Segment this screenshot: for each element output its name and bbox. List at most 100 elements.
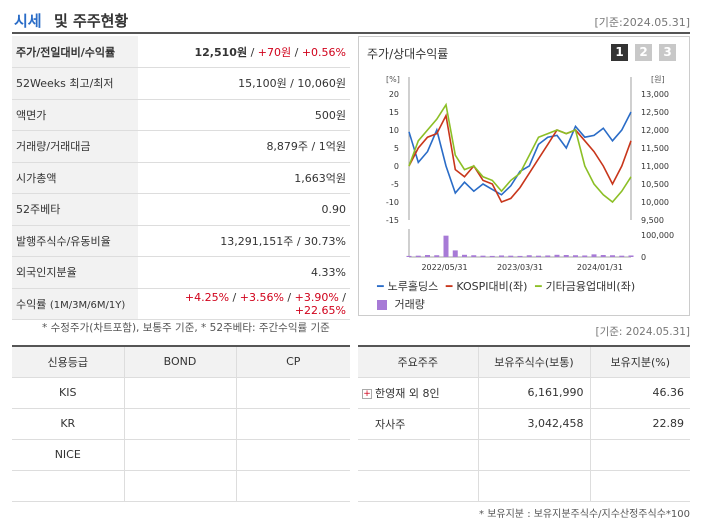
- right-tick-label: 11,500: [641, 144, 669, 153]
- price-change: +70원: [257, 45, 292, 59]
- volume-bar: [499, 255, 504, 257]
- bond-cell: [124, 470, 237, 502]
- series-line-2: [408, 113, 632, 204]
- info-row: 52주베타 0.90: [12, 193, 350, 226]
- reference-date: [기준:2024.05.31]: [594, 16, 690, 29]
- info-value: 12,510원 / +70원 / +0.56%: [138, 36, 350, 68]
- agency-cell: NICE: [12, 439, 125, 471]
- right-tick-label: 12,500: [641, 108, 669, 117]
- price-rate: +0.56%: [301, 45, 346, 59]
- volume-bar: [415, 255, 421, 257]
- info-row: 액면가 500원: [12, 99, 350, 131]
- reference-date-2: [기준: 2024.05.31]: [595, 326, 690, 338]
- column-header: 주요주주: [358, 346, 479, 378]
- table-row: KIS: [12, 377, 350, 409]
- legend-label: 거래량: [394, 298, 425, 311]
- holder-pct: 46.36: [590, 377, 690, 409]
- left-tick-label: -10: [386, 198, 399, 207]
- volume-tick-label: 100,000: [641, 231, 674, 240]
- info-label: 액면가: [12, 99, 138, 131]
- info-label: 52주베타: [12, 193, 138, 226]
- volume-bar: [628, 255, 634, 257]
- price-info-table: 주가/전일대비/수익률 12,510원 / +70원 / +0.56% 52We…: [12, 36, 350, 320]
- info-value: 0.90: [138, 193, 350, 226]
- info-footnote: * 수정주가(차트포함), 보통주 기준, * 52주베타: 주간수익률 기준: [42, 322, 330, 334]
- holder-shares: [478, 470, 591, 502]
- column-header: 보유지분(%): [590, 346, 690, 378]
- info-row: 주가/전일대비/수익률 12,510원 / +70원 / +0.56%: [12, 36, 350, 68]
- holder-name: [358, 439, 479, 471]
- info-row: 시가총액 1,663억원: [12, 162, 350, 194]
- expand-plus-icon[interactable]: +: [362, 388, 372, 399]
- agency-cell: [12, 470, 125, 502]
- bond-cell: [124, 377, 237, 409]
- table-row: [358, 470, 690, 502]
- holder-name: 자사주: [358, 408, 479, 440]
- table-row: NICE: [12, 439, 350, 471]
- column-header: 보유주식수(보통): [478, 346, 591, 378]
- volume-bar: [591, 254, 597, 257]
- returns-label: 수익률: [16, 297, 47, 311]
- left-tick-label: 10: [389, 126, 399, 135]
- info-row: 발행주식수/유동비율 13,291,151주 / 30.73%: [12, 225, 350, 257]
- volume-bar: [554, 254, 560, 257]
- agency-cell: KIS: [12, 377, 125, 409]
- volume-bar: [563, 255, 569, 257]
- x-tick-label: 2024/01/31: [577, 263, 623, 272]
- column-header: BOND: [124, 346, 237, 378]
- table-row: 자사주 3,042,458 22.89: [358, 408, 690, 440]
- info-value: 15,100원 / 10,060원: [138, 67, 350, 100]
- volume-bar: [471, 255, 477, 257]
- info-value: 4.33%: [138, 256, 350, 289]
- holder-shares: [478, 439, 591, 471]
- section-header: 시세 및 주주현황 [기준:2024.05.31]: [12, 0, 690, 34]
- legend-label: 노루홀딩스: [387, 280, 439, 293]
- right-tick-label: 10,000: [641, 198, 669, 207]
- chart-page-3-button[interactable]: 3: [659, 44, 676, 61]
- right-tick-label: 9,500: [641, 216, 664, 225]
- info-row: 수익률 (1M/3M/6M/1Y) +4.25% / +3.56% / +3.9…: [12, 288, 350, 320]
- info-value: 500원: [138, 99, 350, 131]
- volume-bar: [406, 255, 412, 257]
- separator: /: [247, 45, 258, 59]
- holder-name: 한영재 외 8인: [375, 386, 440, 400]
- left-tick-label: 20: [389, 90, 399, 99]
- credit-rating-table: 신용등급 BOND CP KIS KR NICE: [12, 345, 350, 502]
- info-value: 13,291,151주 / 30.73%: [138, 225, 350, 257]
- x-tick-label: 2022/05/31: [421, 263, 467, 272]
- column-header: CP: [236, 346, 350, 378]
- volume-bar: [434, 255, 440, 257]
- volume-bar: [462, 254, 467, 257]
- legend-line-icon: ━: [445, 280, 453, 293]
- volume-bar: [600, 255, 606, 257]
- holder-pct: [590, 439, 690, 471]
- return-1y: +22.65%: [294, 303, 346, 317]
- table-row: [12, 470, 350, 502]
- section-title-highlight: 시세: [14, 12, 42, 30]
- volume-bar: [545, 255, 551, 257]
- holder-shares: 6,161,990: [478, 377, 591, 409]
- holder-name-cell: + 한영재 외 8인: [358, 377, 479, 409]
- volume-bar: [452, 250, 458, 257]
- return-3m: +3.56%: [239, 290, 284, 304]
- current-price: 12,510원: [194, 45, 248, 59]
- left-tick-label: -15: [386, 216, 399, 225]
- right-tick-label: 12,000: [641, 126, 669, 135]
- info-row: 외국인지분율 4.33%: [12, 256, 350, 289]
- left-tick-label: -5: [391, 180, 399, 189]
- chart-page-1-button[interactable]: 1: [611, 44, 628, 61]
- chart-page-2-button[interactable]: 2: [635, 44, 652, 61]
- volume-bar: [573, 255, 578, 257]
- info-label: 발행주식수/유동비율: [12, 225, 138, 257]
- holder-pct: [590, 470, 690, 502]
- return-6m: +3.90%: [294, 290, 339, 304]
- volume-bar: [443, 235, 449, 257]
- section-title: 및 주주현황: [54, 12, 129, 30]
- x-tick-label: 2023/03/31: [497, 263, 543, 272]
- holder-pct: 22.89: [590, 408, 690, 440]
- legend-square-icon: [377, 300, 387, 310]
- right-axis-unit: [원]: [651, 75, 665, 84]
- volume-bar: [619, 255, 625, 257]
- info-row: 거래량/거래대금 8,879주 / 1억원: [12, 130, 350, 163]
- volume-tick-label: 0: [641, 253, 646, 262]
